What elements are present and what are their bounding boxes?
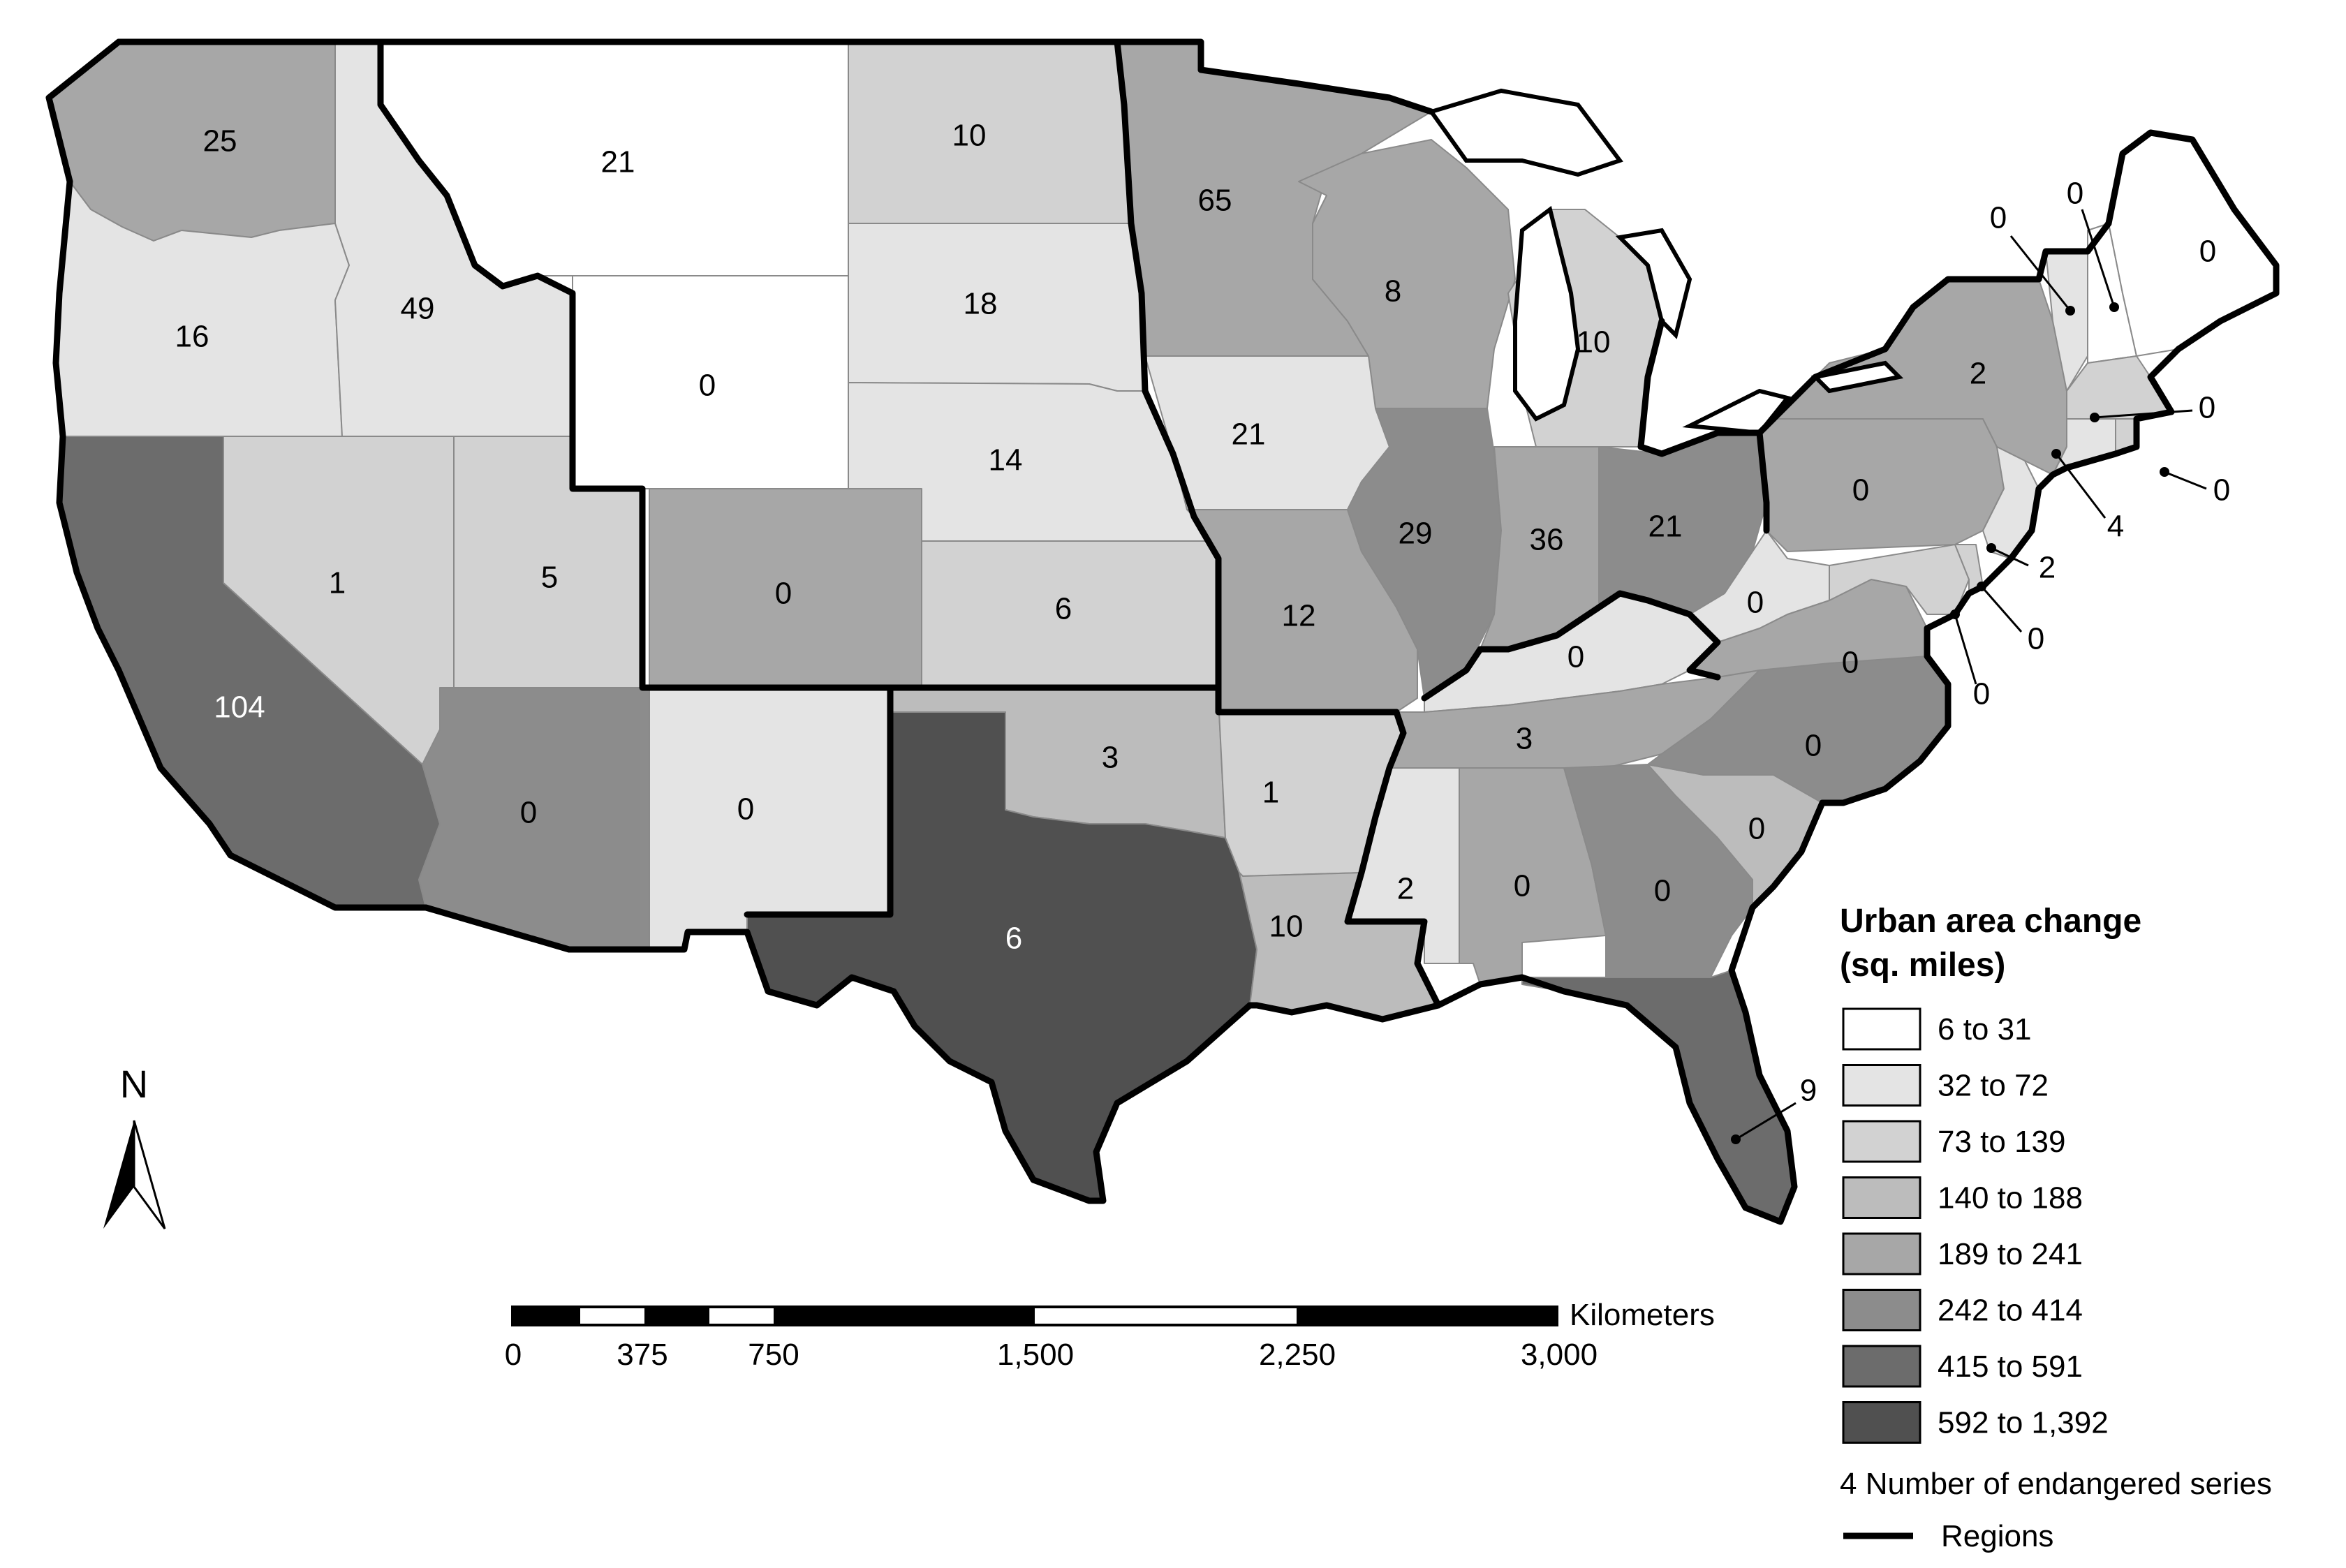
label-OK: 3 bbox=[1102, 741, 1119, 775]
lake-superior bbox=[1428, 88, 1623, 177]
state-layer bbox=[48, 41, 2277, 1222]
label-SC: 0 bbox=[1748, 812, 1765, 846]
label-NV: 1 bbox=[329, 566, 346, 600]
legend-label-5: 242 to 414 bbox=[1938, 1294, 2083, 1328]
state-PA bbox=[1759, 418, 2005, 552]
label-UT: 5 bbox=[541, 561, 558, 595]
scale-tick-5: 3,000 bbox=[1521, 1338, 1598, 1372]
label-AR: 1 bbox=[1262, 776, 1279, 810]
label-WY: 0 bbox=[699, 369, 716, 403]
label-KY: 0 bbox=[1567, 640, 1584, 674]
lake-huron bbox=[1615, 228, 1692, 339]
label-NE: 14 bbox=[989, 443, 1023, 478]
label-ME: 0 bbox=[2199, 235, 2216, 269]
legend-title-line2: (sq. miles) bbox=[1840, 947, 2005, 984]
legend-swatch-3 bbox=[1842, 1176, 1921, 1219]
legend-label-4: 189 to 241 bbox=[1938, 1237, 2083, 1271]
label-TN: 3 bbox=[1516, 722, 1533, 756]
legend-swatch-6 bbox=[1842, 1345, 1921, 1388]
scale-tick-4: 2,250 bbox=[1259, 1338, 1336, 1372]
label-CT: 4 bbox=[2107, 510, 2124, 544]
legend-classes: 6 to 31 32 to 72 73 to 139 140 to 188 189 to… bbox=[1842, 1007, 2109, 1444]
label-MO: 12 bbox=[1282, 599, 1316, 633]
label-ND: 10 bbox=[952, 119, 987, 153]
great-lakes bbox=[1428, 88, 1904, 436]
scale-unit: Kilometers bbox=[1570, 1298, 1715, 1332]
state-ME bbox=[2108, 132, 2277, 357]
state-FL bbox=[1521, 970, 1795, 1222]
label-IA: 21 bbox=[1232, 417, 1266, 452]
label-LA: 10 bbox=[1269, 910, 1304, 944]
label-WV: 0 bbox=[1747, 586, 1764, 620]
legend-label-3: 140 to 188 bbox=[1938, 1181, 2083, 1215]
legend-regions-item: Regions bbox=[1941, 1519, 2053, 1553]
label-NJ: 2 bbox=[2039, 551, 2056, 585]
legend-swatch-7 bbox=[1842, 1401, 1921, 1444]
label-OH: 21 bbox=[1648, 510, 1683, 544]
lake-ontario bbox=[1810, 360, 1904, 394]
legend-label-2: 73 to 139 bbox=[1938, 1125, 2066, 1159]
north-arrow: N bbox=[103, 1062, 166, 1229]
label-MI: 10 bbox=[1577, 325, 1611, 360]
state-value-labels: 25 16 49 21 0 10 18 14 6 0 5 1 104 0 0 6… bbox=[175, 119, 2231, 1108]
legend-label-1: 32 to 72 bbox=[1938, 1069, 2049, 1103]
label-DE: 0 bbox=[2028, 622, 2044, 656]
label-NH: 0 bbox=[2067, 177, 2083, 211]
label-AZ: 0 bbox=[520, 796, 537, 830]
label-AL: 0 bbox=[1514, 869, 1530, 903]
scale-tick-1: 375 bbox=[617, 1338, 667, 1372]
legend-series-item: 4 Number of endangered series bbox=[1840, 1467, 2272, 1501]
legend-swatch-2 bbox=[1842, 1120, 1921, 1163]
label-NY: 2 bbox=[1970, 357, 1986, 391]
leader-lines bbox=[1731, 209, 2207, 1144]
label-IL: 29 bbox=[1399, 517, 1433, 551]
label-TX: 6 bbox=[1005, 922, 1022, 956]
label-MA: 0 bbox=[2199, 391, 2215, 425]
label-MN: 65 bbox=[1198, 184, 1232, 218]
label-FL: 9 bbox=[1800, 1074, 1817, 1108]
state-NM bbox=[649, 687, 891, 950]
legend-label-6: 415 to 591 bbox=[1938, 1349, 2083, 1384]
legend-label-0: 6 to 31 bbox=[1938, 1012, 2032, 1046]
label-VA: 0 bbox=[1842, 646, 1859, 680]
label-MT: 21 bbox=[601, 145, 635, 179]
legend-swatch-4 bbox=[1842, 1232, 1921, 1275]
label-PA: 0 bbox=[1852, 473, 1869, 508]
label-ID: 49 bbox=[401, 292, 435, 326]
label-MS: 2 bbox=[1397, 872, 1414, 906]
label-NC: 0 bbox=[1805, 729, 1822, 763]
label-SD: 18 bbox=[964, 287, 998, 321]
legend-swatch-5 bbox=[1842, 1289, 1921, 1331]
label-WI: 8 bbox=[1385, 274, 1401, 309]
label-KS: 6 bbox=[1055, 592, 1072, 626]
scale-tick-3: 1,500 bbox=[997, 1338, 1074, 1372]
scale-tick-2: 750 bbox=[748, 1338, 799, 1372]
scale-tick-0: 0 bbox=[505, 1338, 522, 1372]
label-GA: 0 bbox=[1654, 874, 1671, 908]
label-RI: 0 bbox=[2213, 473, 2230, 508]
region-boundaries bbox=[45, 38, 2280, 1225]
legend-title-line1: Urban area change bbox=[1840, 903, 2141, 940]
label-WA: 25 bbox=[203, 124, 237, 158]
legend: Urban area change (sq. miles) 6 to 31 32 … bbox=[1840, 903, 2272, 1553]
lake-michigan bbox=[1513, 205, 1581, 422]
north-arrow-icon bbox=[103, 1120, 134, 1229]
label-OR: 16 bbox=[175, 320, 209, 354]
legend-label-7: 592 to 1,392 bbox=[1938, 1406, 2109, 1440]
label-CA: 104 bbox=[214, 690, 265, 725]
scale-bar: Kilometers 0 375 750 1,500 2,250 3,000 bbox=[505, 1298, 1715, 1372]
label-CO: 0 bbox=[775, 577, 792, 611]
legend-swatch-1 bbox=[1842, 1064, 1921, 1107]
legend-swatch-0 bbox=[1842, 1007, 1921, 1051]
state-ND bbox=[848, 41, 1132, 224]
label-NM: 0 bbox=[737, 792, 754, 827]
label-VT: 0 bbox=[1990, 201, 2007, 235]
label-IN: 36 bbox=[1530, 523, 1564, 557]
north-arrow-label: N bbox=[120, 1062, 148, 1106]
